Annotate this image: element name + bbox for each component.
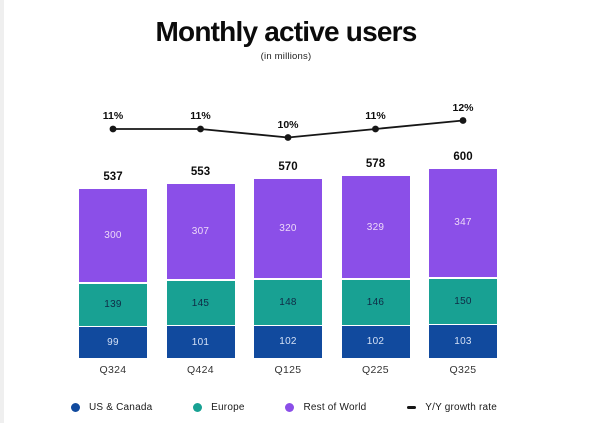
chart-legend: US & Canada Europe Rest of World Y/Y growth…: [71, 402, 497, 413]
category-label-q125: Q125: [274, 364, 302, 376]
legend-dash-icon: [407, 406, 417, 409]
growth-label-q324: 11%: [102, 110, 124, 122]
bar-q325: 103 150 347: [429, 168, 497, 358]
bar-q424: 101 145 307: [166, 182, 235, 358]
legend-dot-icon-us-canada: [71, 403, 80, 412]
bar-segment-rest-of-world-q324: 300: [79, 188, 147, 283]
bar-segment-us-canada-q324: 99: [79, 326, 147, 358]
legend-label-us-canada: US & Canada: [89, 402, 153, 413]
legend-item-y-y-growth-rate: Y/Y growth rate: [407, 402, 497, 413]
legend-item-rest-of-world: Rest of World: [285, 402, 366, 413]
bar-segment-europe-q424: 145: [166, 280, 235, 327]
category-label-q325: Q325: [449, 364, 477, 376]
category-label-q324: Q324: [99, 364, 127, 376]
page-left-edge: [0, 0, 4, 423]
bar-segment-rest-of-world-q125: 320: [254, 177, 322, 279]
bar-segment-europe-q325: 150: [429, 277, 497, 326]
bar-segment-europe-q324: 139: [79, 282, 147, 327]
bar-total-label-q325: 600: [453, 151, 473, 164]
bar-total-label-q324: 537: [103, 171, 123, 183]
chart-title: Monthly active users: [155, 16, 418, 47]
bar-total-label-q424: 553: [190, 165, 211, 178]
legend-label-europe: Europe: [211, 402, 245, 413]
growth-dot-q424: [197, 125, 204, 133]
legend-dot-icon-europe: [193, 403, 203, 412]
growth-dot-q125: [284, 134, 292, 141]
growth-label-q125: 10%: [277, 118, 299, 131]
bar-segment-us-canada-q325: 103: [429, 325, 497, 358]
bar-total-label-q225: 578: [365, 158, 386, 171]
legend-item-us-canada: US & Canada: [71, 402, 152, 413]
growth-label-q325: 12%: [452, 101, 474, 114]
bar-segment-rest-of-world-q424: 307: [166, 182, 235, 281]
bar-segment-rest-of-world-q325: 347: [429, 168, 497, 278]
legend-dot-icon-rest-of-world: [285, 403, 295, 412]
growth-dot-q325: [459, 117, 467, 124]
bar-segment-us-canada-q125: 102: [254, 325, 322, 358]
legend-label-rest-of-world: Rest of World: [303, 402, 367, 413]
chart-subtitle: (in millions): [260, 51, 312, 62]
bar-total-label-q125: 570: [278, 160, 298, 173]
growth-label-q225: 11%: [365, 110, 386, 122]
bar-segment-us-canada-q424: 101: [166, 326, 235, 358]
legend-item-europe: Europe: [193, 402, 244, 413]
bar-segment-us-canada-q225: 102: [341, 325, 410, 358]
category-label-q424: Q424: [187, 364, 214, 376]
bar-segment-rest-of-world-q225: 329: [341, 175, 410, 280]
category-label-q225: Q225: [362, 364, 389, 376]
growth-dot-q225: [372, 125, 379, 133]
bar-segment-europe-q125: 148: [254, 278, 322, 326]
growth-dot-q324: [109, 125, 117, 133]
bar-q125: 102 148 320: [254, 177, 322, 358]
legend-label-y-y-growth-rate: Y/Y growth rate: [425, 402, 497, 413]
growth-label-q424: 11%: [190, 110, 211, 122]
bar-segment-europe-q225: 146: [341, 279, 410, 326]
bar-q225: 102 146 329: [341, 175, 410, 358]
bar-q324: 99 139 300: [79, 188, 147, 358]
